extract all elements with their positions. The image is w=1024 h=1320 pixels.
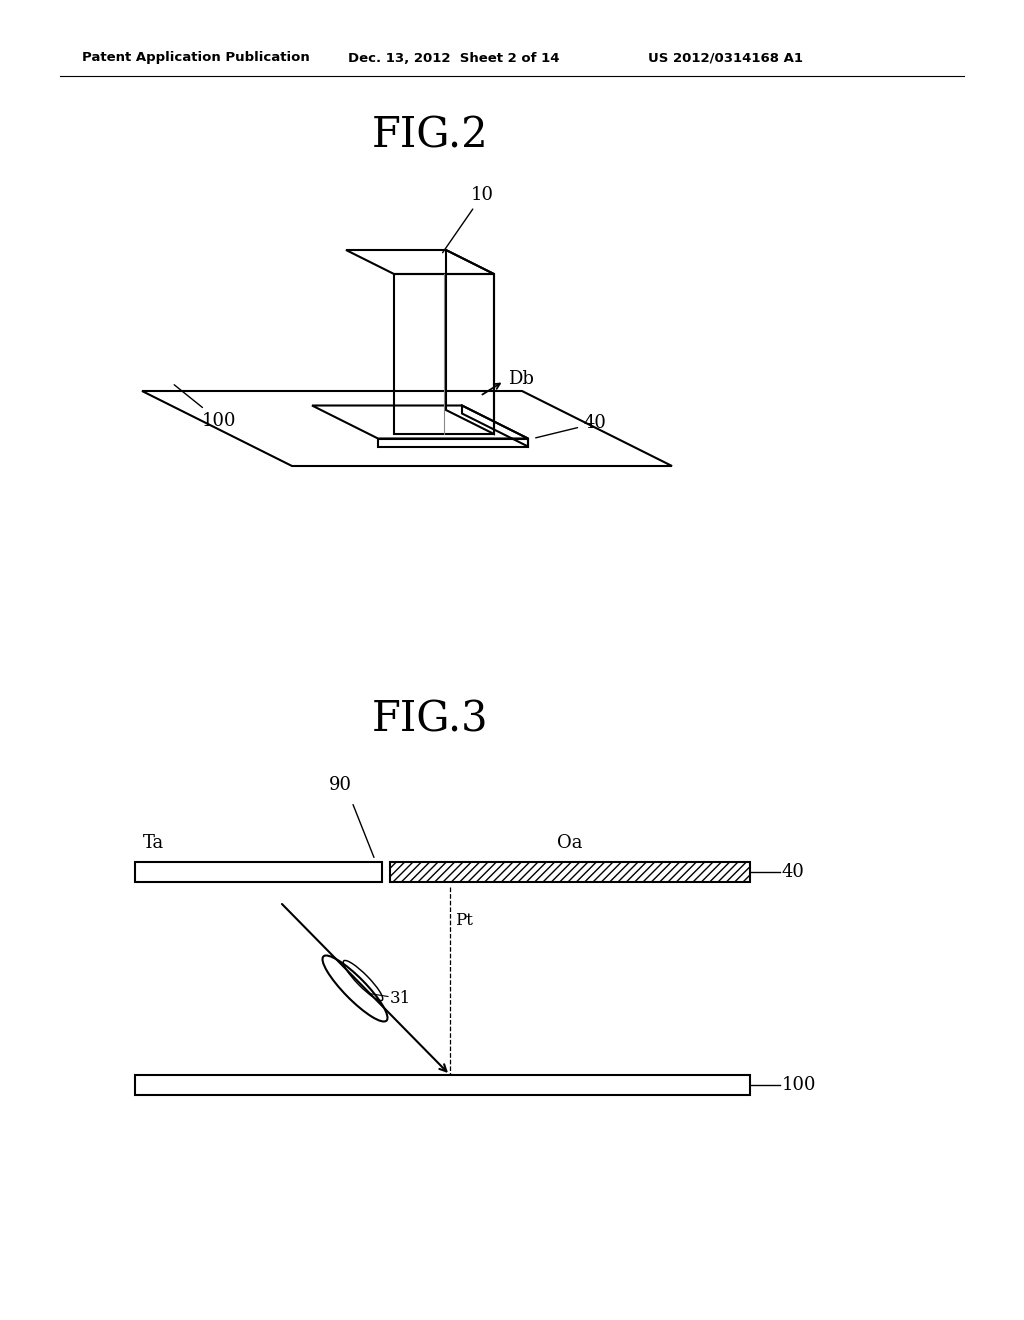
Text: Dec. 13, 2012  Sheet 2 of 14: Dec. 13, 2012 Sheet 2 of 14 xyxy=(348,51,559,65)
Bar xyxy=(135,1074,750,1096)
Text: 100: 100 xyxy=(174,384,237,430)
Text: Ta: Ta xyxy=(143,834,164,851)
Text: 40: 40 xyxy=(536,414,606,438)
Text: 40: 40 xyxy=(782,863,805,880)
Text: Pt: Pt xyxy=(455,912,473,929)
Bar xyxy=(390,862,750,882)
Text: FIG.3: FIG.3 xyxy=(372,700,488,741)
Text: US 2012/0314168 A1: US 2012/0314168 A1 xyxy=(648,51,803,65)
Text: 31: 31 xyxy=(390,990,412,1007)
Bar xyxy=(135,862,382,882)
Text: Patent Application Publication: Patent Application Publication xyxy=(82,51,309,65)
Text: FIG.2: FIG.2 xyxy=(372,114,488,156)
Text: 100: 100 xyxy=(782,1076,816,1094)
Text: Oa: Oa xyxy=(557,834,583,851)
Text: 90: 90 xyxy=(329,776,351,795)
Text: 10: 10 xyxy=(442,186,494,252)
Text: Db: Db xyxy=(508,370,534,388)
